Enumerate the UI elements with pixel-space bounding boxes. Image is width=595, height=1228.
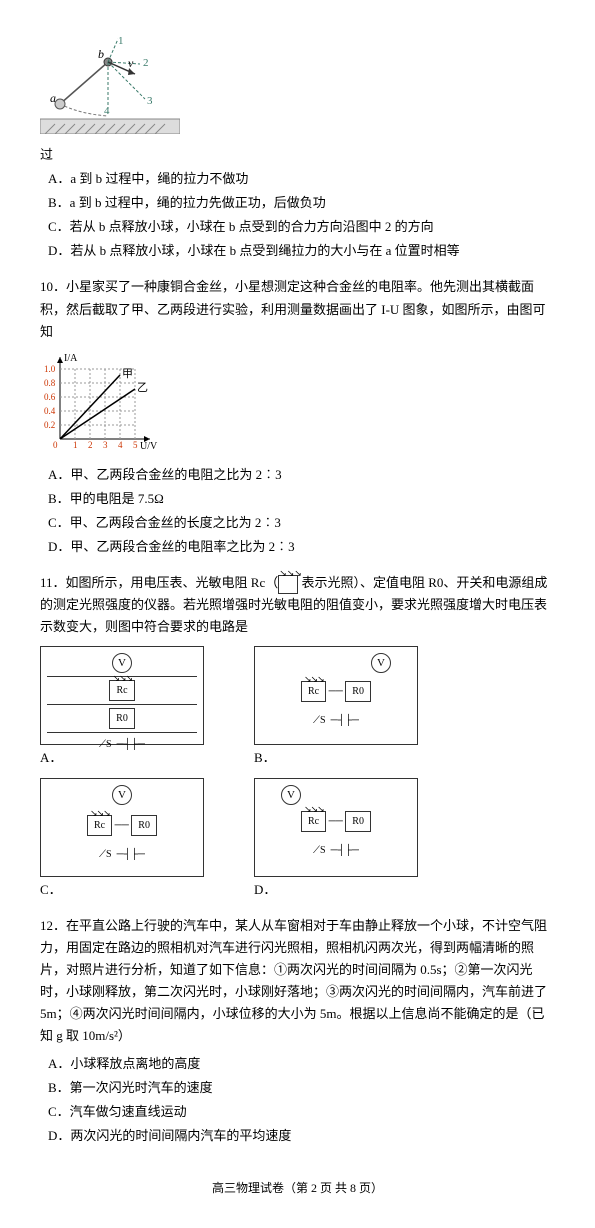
svg-text:乙: 乙	[137, 381, 148, 394]
q12-option-b: B．第一次闪光时汽车的速度	[48, 1077, 555, 1099]
circuit-d: V ↘↘↘Rc ── R0 ⟋S ─┤├─ D．	[254, 778, 418, 901]
voltmeter-icon: V	[112, 785, 132, 805]
svg-text:b: b	[98, 47, 104, 61]
r0-label: R0	[131, 815, 157, 836]
q10-option-b: B．甲的电阻是 7.5Ω	[48, 488, 555, 510]
q9-stem-tail: 过	[40, 144, 555, 166]
q11-circuit-row1: V ↘↘↘Rc R0 ⟋S ─┤├─ A． V ↘↘↘Rc ── R0 ⟋S ─…	[40, 646, 555, 769]
question-12: 12．在平直公路上行驶的汽车中，某人从车窗相对于车由静止释放一个小球，不计空气阻…	[40, 915, 555, 1148]
svg-text:2: 2	[143, 57, 149, 69]
q10-stem: 10．小星家买了一种康铜合金丝，小星想测定这种合金丝的电阻率。他先测出其横截面积…	[40, 276, 555, 342]
svg-text:1: 1	[118, 35, 124, 47]
q10-option-d: D．甲、乙两段合金丝的电阻率之比为 2︰3	[48, 536, 555, 558]
voltmeter-icon: V	[281, 785, 301, 805]
q10-option-a: A．甲、乙两段合金丝的电阻之比为 2︰3	[48, 464, 555, 486]
rc-label: ↘↘↘Rc	[87, 815, 112, 836]
svg-text:0.4: 0.4	[44, 406, 56, 416]
q9-option-a: A．a 到 b 过程中，绳的拉力不做功	[48, 168, 555, 190]
q12-option-a: A．小球释放点离地的高度	[48, 1053, 555, 1075]
q11-circuit-row2: V ↘↘↘Rc ── R0 ⟋S ─┤├─ C． V ↘↘↘Rc ── R0 ⟋…	[40, 778, 555, 901]
circuit-a: V ↘↘↘Rc R0 ⟋S ─┤├─ A．	[40, 646, 204, 769]
svg-text:3: 3	[103, 440, 108, 450]
rc-label: ↘↘↘Rc	[301, 811, 326, 832]
q11-stem-pre: 11．如图所示，用电压表、光敏电阻 Rc（	[40, 575, 278, 590]
q9-options: A．a 到 b 过程中，绳的拉力不做功 B．a 到 b 过程中，绳的拉力先做正功…	[48, 168, 555, 262]
q12-option-d: D．两次闪光的时间间隔内汽车的平均速度	[48, 1125, 555, 1147]
switch-label: S	[106, 739, 112, 750]
q9-option-c: C．若从 b 点释放小球，小球在 b 点受到的合力方向沿图中 2 的方向	[48, 216, 555, 238]
q10-option-c: C．甲、乙两段合金丝的长度之比为 2︰3	[48, 512, 555, 534]
question-11: 11．如图所示，用电压表、光敏电阻 Rc（↘↘↘ 表示光照）、定值电阻 R0、开…	[40, 572, 555, 900]
q10-options: A．甲、乙两段合金丝的电阻之比为 2︰3 B．甲的电阻是 7.5Ω C．甲、乙两…	[48, 464, 555, 558]
svg-text:0.2: 0.2	[44, 420, 55, 430]
q12-option-c: C．汽车做匀速直线运动	[48, 1101, 555, 1123]
svg-text:a: a	[50, 91, 56, 105]
voltmeter-icon: V	[112, 653, 132, 673]
rc-label: ↘↘↘Rc	[301, 681, 326, 702]
svg-text:2: 2	[88, 440, 93, 450]
svg-text:4: 4	[118, 440, 123, 450]
circuit-c: V ↘↘↘Rc ── R0 ⟋S ─┤├─ C．	[40, 778, 204, 901]
svg-text:0.8: 0.8	[44, 378, 56, 388]
svg-text:1: 1	[73, 440, 78, 450]
q10-chart: I/A U/V 0.2 0.4 0.6 0.8 1.0 0 12 34 5 甲 乙	[40, 349, 555, 454]
r0-label: R0	[109, 708, 135, 729]
rc-label: ↘↘↘Rc	[109, 680, 134, 701]
svg-text:I/A: I/A	[64, 353, 78, 364]
q11-stem: 11．如图所示，用电压表、光敏电阻 Rc（↘↘↘ 表示光照）、定值电阻 R0、开…	[40, 572, 555, 638]
circuit-b: V ↘↘↘Rc ── R0 ⟋S ─┤├─ B．	[254, 646, 418, 769]
light-resistor-icon: ↘↘↘	[278, 575, 298, 594]
svg-text:5: 5	[133, 440, 138, 450]
svg-text:0: 0	[53, 440, 58, 450]
voltmeter-icon: V	[371, 653, 391, 673]
page-footer: 高三物理试卷（第 2 页 共 8 页）	[40, 1178, 555, 1198]
question-9: a b v 1 2 3 4 过 A．a 到 b 过程中，绳的拉力不做功 B．a …	[40, 34, 555, 262]
switch-label: S	[320, 845, 326, 856]
q9-figure: a b v 1 2 3 4	[40, 34, 555, 134]
r0-label: R0	[345, 681, 371, 702]
r0-label: R0	[345, 811, 371, 832]
svg-text:0.6: 0.6	[44, 392, 56, 402]
q9-option-d: D．若从 b 点释放小球，小球在 b 点受到绳拉力的大小与在 a 位置时相等	[48, 240, 555, 262]
svg-text:v: v	[128, 56, 134, 70]
opt-b-label: B．	[254, 747, 418, 769]
svg-text:4: 4	[104, 105, 110, 117]
svg-text:3: 3	[147, 95, 153, 107]
svg-text:甲: 甲	[122, 368, 133, 380]
opt-d-label: D．	[254, 879, 418, 901]
question-10: 10．小星家买了一种康铜合金丝，小星想测定这种合金丝的电阻率。他先测出其横截面积…	[40, 276, 555, 558]
svg-text:1.0: 1.0	[44, 364, 56, 374]
opt-c-label: C．	[40, 879, 204, 901]
switch-label: S	[320, 715, 326, 726]
q12-stem: 12．在平直公路上行驶的汽车中，某人从车窗相对于车由静止释放一个小球，不计空气阻…	[40, 915, 555, 1048]
q12-options: A．小球释放点离地的高度 B．第一次闪光时汽车的速度 C．汽车做匀速直线运动 D…	[48, 1053, 555, 1147]
switch-label: S	[106, 849, 112, 860]
svg-text:U/V: U/V	[140, 441, 158, 452]
q9-option-b: B．a 到 b 过程中，绳的拉力先做正功，后做负功	[48, 192, 555, 214]
